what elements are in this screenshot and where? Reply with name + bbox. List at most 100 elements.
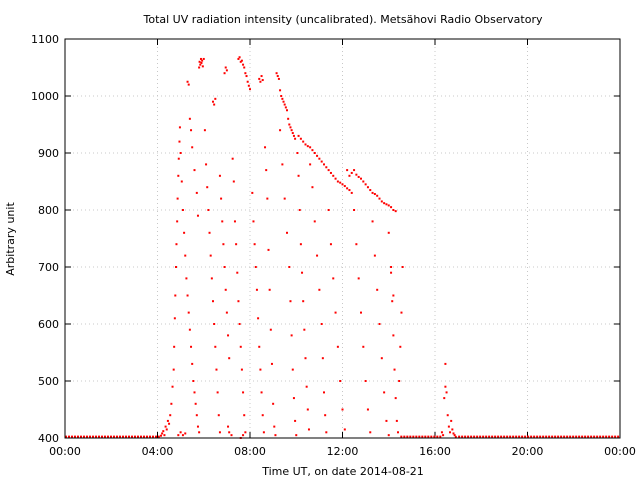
data-point: [179, 152, 182, 154]
data-point: [304, 357, 307, 360]
data-point: [272, 402, 275, 405]
data-point: [297, 134, 300, 137]
data-point: [190, 345, 193, 348]
data-point: [357, 277, 360, 280]
data-point: [281, 97, 284, 100]
y-tick-label: 800: [38, 204, 59, 217]
data-point: [259, 80, 262, 83]
data-point: [190, 129, 193, 132]
data-point: [201, 65, 204, 68]
data-point: [320, 160, 323, 163]
data-point: [217, 414, 220, 417]
chart-title: Total UV radiation intensity (uncalibrat…: [143, 13, 543, 26]
data-point: [325, 431, 328, 434]
data-point: [169, 414, 172, 417]
data-point: [186, 80, 189, 83]
data-point: [316, 154, 319, 157]
data-point: [221, 220, 224, 223]
data-point: [395, 419, 398, 422]
data-point: [291, 368, 294, 371]
data-point: [306, 408, 309, 411]
uv-series: [65, 56, 620, 439]
data-point: [360, 311, 362, 314]
data-point: [192, 380, 195, 382]
data-point: [301, 271, 304, 274]
data-point: [174, 294, 177, 297]
data-point: [210, 277, 213, 280]
data-point: [299, 137, 302, 140]
data-point: [303, 328, 306, 331]
data-point: [373, 254, 376, 257]
data-point: [176, 220, 179, 223]
data-point: [171, 385, 174, 388]
data-point: [231, 157, 234, 160]
data-point: [350, 171, 353, 174]
data-point: [294, 419, 297, 422]
data-point: [297, 174, 300, 177]
data-point: [260, 75, 263, 78]
data-point: [362, 180, 365, 183]
data-point: [251, 191, 254, 194]
data-point: [309, 146, 312, 149]
data-point: [346, 187, 349, 190]
data-point: [343, 185, 346, 188]
data-point: [238, 323, 241, 325]
data-point: [443, 397, 446, 400]
data-point: [265, 169, 268, 172]
data-point: [311, 149, 314, 152]
data-point: [305, 385, 308, 388]
data-point: [253, 243, 256, 246]
data-point: [348, 189, 351, 192]
data-point: [304, 143, 307, 146]
data-point: [225, 311, 228, 314]
data-point: [191, 146, 194, 149]
data-point: [391, 300, 394, 303]
data-point: [209, 254, 212, 257]
data-point: [282, 100, 285, 103]
data-point: [399, 345, 402, 348]
data-point: [302, 300, 305, 303]
data-point: [230, 434, 233, 437]
data-point: [205, 163, 208, 166]
data-point: [255, 288, 258, 291]
data-point: [188, 117, 191, 120]
x-tick-label: 04:00: [142, 445, 174, 458]
y-axis-label: Arbitrary unit: [4, 202, 17, 276]
data-point: [291, 132, 294, 135]
data-point: [311, 186, 314, 189]
data-point: [270, 362, 273, 365]
data-point: [228, 431, 231, 434]
data-point: [292, 397, 295, 400]
data-point: [260, 391, 263, 394]
data-point: [318, 288, 321, 291]
data-point: [186, 294, 189, 297]
data-point: [318, 157, 321, 160]
data-point: [258, 345, 261, 348]
data-point: [193, 391, 196, 394]
data-point: [332, 277, 335, 280]
data-point: [366, 408, 369, 411]
data-point: [276, 75, 279, 78]
data-point: [383, 202, 386, 205]
data-point: [264, 146, 267, 149]
data-point: [341, 183, 344, 186]
data-point: [183, 231, 186, 234]
data-point: [392, 334, 395, 337]
data-point: [289, 300, 292, 303]
data-point: [387, 204, 390, 207]
data-point: [254, 266, 257, 268]
data-point: [273, 425, 276, 428]
data-point: [218, 431, 221, 434]
y-tick-label: 600: [38, 318, 59, 331]
data-point: [244, 431, 247, 434]
data-point: [227, 425, 230, 428]
data-point: [240, 368, 243, 371]
data-point: [390, 266, 393, 268]
data-point: [444, 385, 447, 388]
data-point: [215, 368, 218, 371]
data-point: [238, 56, 241, 59]
data-point: [268, 288, 271, 291]
data-point: [214, 97, 217, 100]
y-tick-label: 1100: [31, 33, 59, 46]
